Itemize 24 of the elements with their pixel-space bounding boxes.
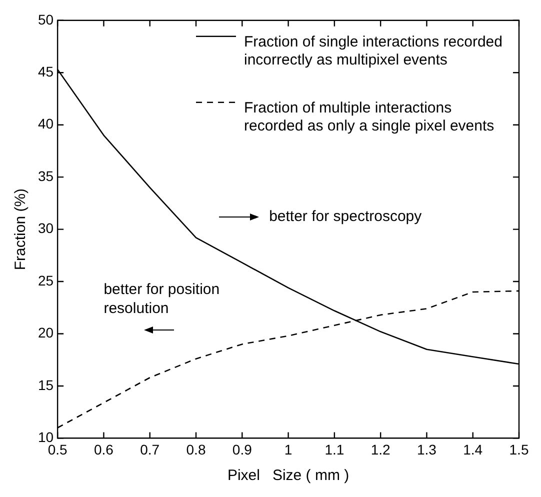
y-tick-label: 50	[38, 11, 54, 28]
y-tick-label: 45	[38, 63, 54, 80]
x-tick-label: 1.2	[370, 441, 391, 458]
x-tick-label: 1.3	[416, 441, 437, 458]
x-tick-label: 1.1	[324, 441, 344, 458]
x-tick-label: 0.7	[140, 441, 160, 458]
x-tick-label: 0.8	[186, 441, 206, 458]
x-tick-label: 0.6	[94, 441, 114, 458]
y-tick-label: 25	[38, 272, 54, 288]
annotation: better for position resolution	[104, 281, 220, 318]
y-tick-label: 15	[38, 376, 54, 393]
y-tick-label: 30	[38, 220, 54, 236]
x-tick-label: 1.5	[509, 441, 529, 458]
y-tick-label: 40	[38, 116, 54, 132]
annotation: better for spectroscopy	[269, 208, 422, 225]
x-tick-label: 1.4	[463, 441, 483, 458]
y-tick-label: 20	[38, 324, 54, 341]
y-axis-title: Fraction (%)	[12, 188, 30, 270]
x-axis-title: Pixel Size ( mm )	[227, 467, 350, 484]
x-tick-label: 0.9	[232, 441, 252, 458]
legend-label: Fraction of single interactions recorded incorrectly as multipixel events	[244, 34, 502, 69]
y-tick-label: 35	[38, 168, 54, 184]
x-tick-label: 1	[284, 441, 292, 458]
legend-label: Fraction of multiple interactions recorded as only a single pixel events	[244, 100, 494, 135]
